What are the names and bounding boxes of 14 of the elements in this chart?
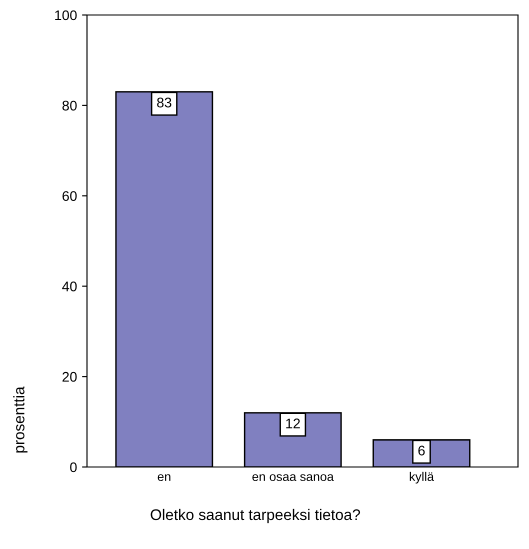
y-tick-label: 40: [62, 282, 77, 292]
y-tick-label: 100: [55, 10, 77, 20]
y-axis-title: prosenttia: [13, 386, 28, 453]
y-tick-label: 60: [62, 191, 77, 201]
y-tick-label: 20: [62, 372, 77, 382]
data-label: 12: [286, 418, 300, 428]
x-tick-label: kyllä: [410, 472, 434, 484]
data-label: 6: [418, 446, 425, 456]
y-tick-label: 80: [62, 100, 77, 111]
x-tick-label: en: [158, 474, 170, 482]
data-label: 83: [157, 98, 172, 108]
x-tick-label: en osaa sanoa: [252, 474, 334, 482]
y-tick-label: 0: [70, 462, 77, 472]
x-axis-title: Oletko saanut tarpeeksi tietoa?: [150, 508, 360, 524]
